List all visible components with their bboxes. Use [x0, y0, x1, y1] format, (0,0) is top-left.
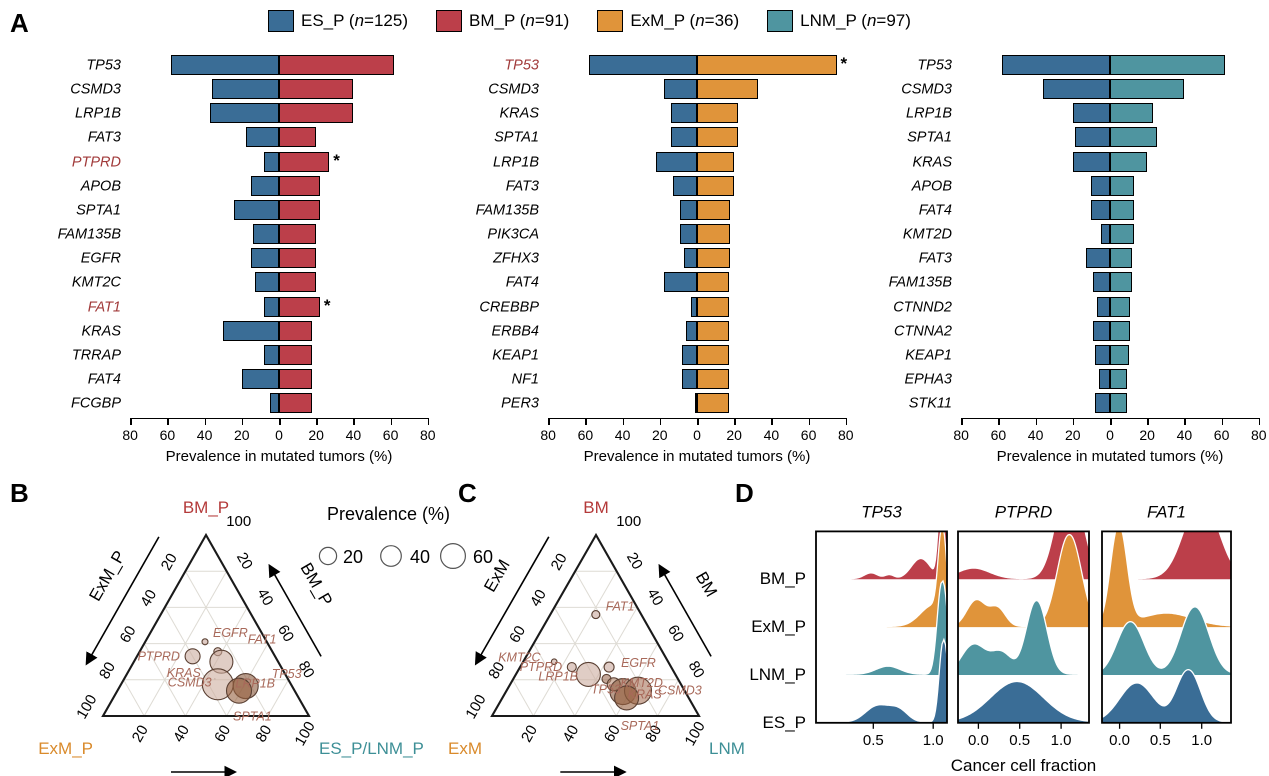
svg-text:0.5: 0.5 — [1009, 732, 1030, 749]
svg-text:ES_P: ES_P — [763, 713, 806, 732]
svg-text:1.0: 1.0 — [1191, 732, 1212, 749]
svg-text:ExM_P: ExM_P — [751, 617, 806, 636]
svg-text:0.0: 0.0 — [968, 732, 989, 749]
svg-text:0.0: 0.0 — [1109, 732, 1130, 749]
svg-text:PTPRD: PTPRD — [995, 502, 1053, 521]
svg-text:TP53: TP53 — [861, 502, 902, 521]
svg-text:Cancer cell fraction: Cancer cell fraction — [951, 756, 1097, 775]
svg-text:1.0: 1.0 — [1051, 732, 1072, 749]
svg-text:FAT1: FAT1 — [1147, 502, 1186, 521]
svg-text:1.0: 1.0 — [923, 732, 944, 749]
svg-text:0.5: 0.5 — [1150, 732, 1171, 749]
svg-text:BM_P: BM_P — [760, 569, 806, 588]
svg-text:LNM_P: LNM_P — [749, 665, 806, 684]
svg-text:0.5: 0.5 — [863, 732, 884, 749]
